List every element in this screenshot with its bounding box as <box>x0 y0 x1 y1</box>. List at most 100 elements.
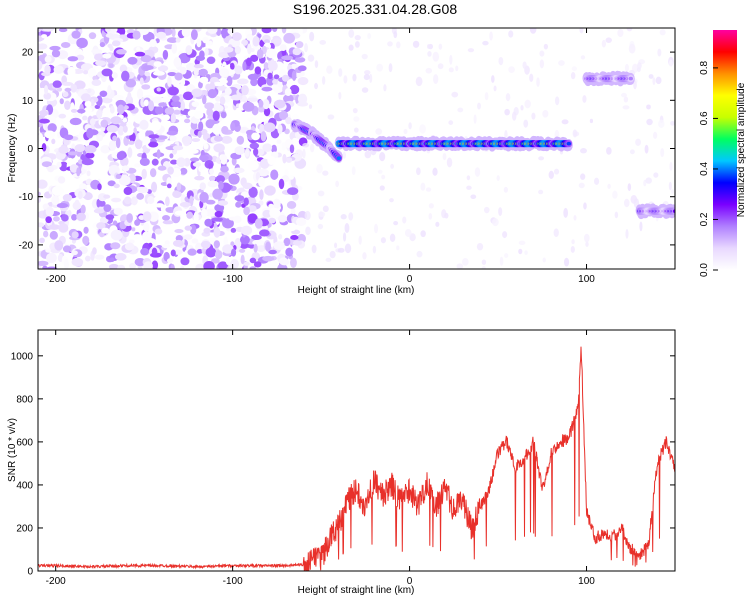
heatmap-noise-cell <box>563 257 570 267</box>
heatmap-noise-cell <box>100 119 109 128</box>
heatmap-noise-cell <box>376 63 384 72</box>
heatmap-noise-cell <box>285 157 293 163</box>
heatmap-noise-cell <box>375 128 383 135</box>
heatmap-noise-cell <box>130 196 138 206</box>
heatmap-noise-cell <box>47 123 57 133</box>
heatmap-noise-cell <box>173 109 181 115</box>
heatmap-x-axis-label: Height of straight line (km) <box>298 285 415 296</box>
heatmap-noise-cell <box>214 135 223 142</box>
heatmap-noise-cell <box>142 136 151 145</box>
heatmap-noise-cell <box>86 170 91 177</box>
heatmap-noise-cell <box>195 263 206 269</box>
heatmap-noise-cell <box>361 87 369 93</box>
heatmap-noise-cell <box>241 39 249 46</box>
heatmap-noise-cell <box>648 74 654 79</box>
heatmap-noise-cell <box>298 28 303 36</box>
heatmap-noise-cell <box>101 68 113 77</box>
x-tick-label: -200 <box>46 576 66 587</box>
heatmap-noise-cell <box>61 214 69 222</box>
heatmap-noise-cell <box>268 217 276 224</box>
heatmap-noise-cell <box>191 238 199 244</box>
heatmap-noise-cell <box>258 99 264 108</box>
heatmap-noise-cell <box>230 122 236 132</box>
heatmap-noise-cell <box>338 68 343 77</box>
heatmap-noise-cell <box>199 155 209 162</box>
heatmap-noise-cell <box>279 44 287 52</box>
heatmap-noise-cell <box>655 76 662 85</box>
heatmap-noise-cell <box>199 76 209 84</box>
heatmap-noise-cell <box>39 237 45 244</box>
heatmap-noise-cell <box>489 31 493 41</box>
heatmap-noise-cell <box>455 65 459 72</box>
heatmap-noise-cell <box>242 61 247 72</box>
heatmap-noise-cell <box>393 221 399 226</box>
heatmap-noise-cell <box>624 63 629 72</box>
heatmap-noise-cell <box>148 100 155 112</box>
heatmap-track-cell <box>628 76 633 81</box>
heatmap-noise-cell <box>322 205 329 213</box>
heatmap-noise-cell <box>220 111 227 119</box>
heatmap-noise-cell <box>388 63 393 73</box>
heatmap-noise-cell <box>99 90 108 97</box>
heatmap-noise-cell <box>162 114 171 121</box>
heatmap-noise-cell <box>263 62 269 70</box>
heatmap-noise-cell <box>518 240 526 246</box>
colorbar-tick-label: 0.2 <box>699 212 710 226</box>
heatmap-noise-cell <box>112 135 118 142</box>
x-tick-label: -100 <box>223 274 243 285</box>
heatmap-noise-cell <box>502 231 508 239</box>
heatmap-noise-cell <box>314 82 319 90</box>
heatmap-noise-cell <box>230 227 237 233</box>
heatmap-noise-cell <box>220 154 228 165</box>
heatmap-noise-cell <box>304 210 311 221</box>
snr-x-axis-label: Height of straight line (km) <box>298 585 415 596</box>
heatmap-noise-cell <box>250 54 259 62</box>
heatmap-noise-cell <box>174 229 184 234</box>
heatmap-noise-cell <box>573 215 577 221</box>
heatmap-noise-cell <box>267 260 278 269</box>
heatmap-noise-cell <box>389 233 396 243</box>
heatmap-noise-cell <box>52 80 62 88</box>
colorbar-tick-label: 0.0 <box>699 263 710 277</box>
heatmap-noise-cell <box>627 183 632 191</box>
heatmap-noise-cell <box>230 94 243 101</box>
heatmap-noise-cell <box>538 156 545 161</box>
heatmap-noise-cell <box>352 73 357 82</box>
heatmap-noise-cell <box>236 135 245 145</box>
heatmap-noise-cell <box>279 258 290 266</box>
heatmap-noise-cell <box>71 30 81 39</box>
heatmap-noise-cell <box>297 93 308 105</box>
heatmap-noise-cell <box>419 124 426 134</box>
y-tick-label: 200 <box>16 523 33 534</box>
heatmap-noise-cell <box>265 48 277 59</box>
heatmap-noise-cell <box>115 173 122 179</box>
heatmap-noise-cell <box>271 144 278 154</box>
heatmap-noise-cell <box>670 120 675 126</box>
heatmap-noise-cell <box>199 182 207 191</box>
heatmap-noise-cell <box>38 148 44 158</box>
heatmap-noise-cell <box>61 81 74 86</box>
heatmap-noise-cell <box>93 208 105 214</box>
heatmap-noise-cell <box>87 67 97 79</box>
heatmap-noise-cell <box>389 198 394 203</box>
heatmap-noise-cell <box>390 163 394 169</box>
heatmap-noise-cell <box>180 257 190 266</box>
snr-frame <box>37 329 676 572</box>
heatmap-noise-cell <box>583 233 590 243</box>
heatmap-noise-cell <box>44 84 49 95</box>
heatmap-noise-cell <box>308 104 313 109</box>
heatmap-noise-cell <box>243 206 250 216</box>
heatmap-noise-cell <box>121 165 130 172</box>
heatmap-noise-cell <box>243 197 249 206</box>
heatmap-noise-cell <box>571 239 575 245</box>
heatmap-noise-cell <box>222 244 234 254</box>
heatmap-noise-cell <box>56 161 62 168</box>
heatmap-noise-cell <box>504 253 509 258</box>
heatmap-noise-cell <box>200 240 211 249</box>
heatmap-noise-cell <box>131 227 136 232</box>
heatmap-noise-cell <box>179 66 187 75</box>
heatmap-noise-cell <box>529 28 537 34</box>
heatmap-noise-cell <box>251 234 262 241</box>
heatmap-noise-cell <box>404 228 412 237</box>
heatmap-noise-cell <box>187 248 197 256</box>
